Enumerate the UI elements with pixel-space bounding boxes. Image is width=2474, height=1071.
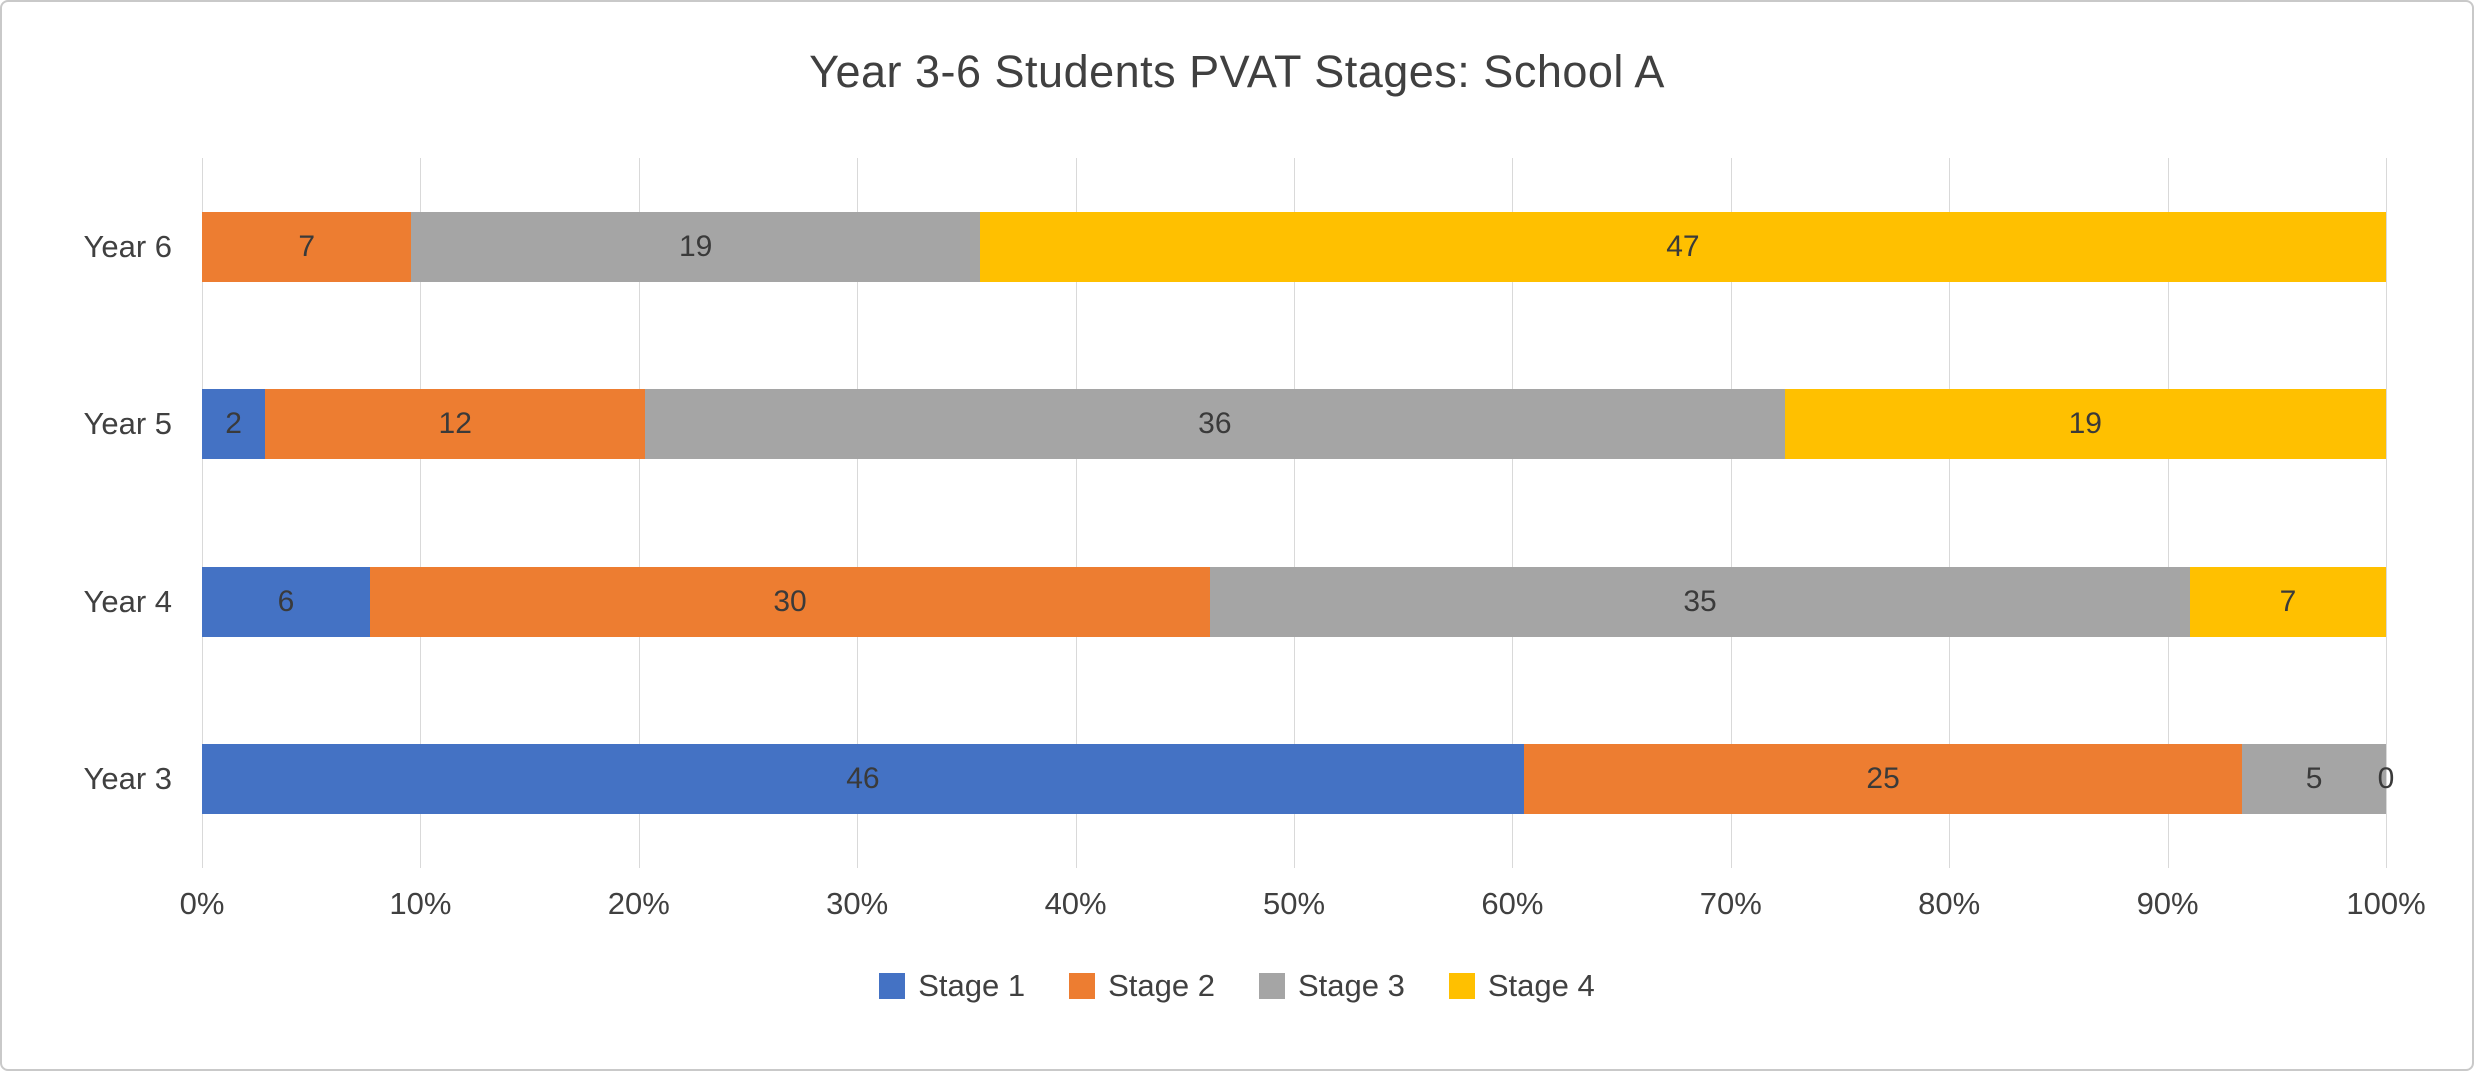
legend-label: Stage 2 [1108,968,1215,1003]
bar-row: 071947 [202,158,2386,336]
gridline [1949,158,1951,868]
gridline [2167,158,2169,868]
bar-segment-stage-1: 46 [202,744,1524,815]
data-label: 2 [225,407,242,441]
category-label: Year 3 [83,761,173,797]
chart-title: Year 3-6 Students PVAT Stages: School A [809,46,1665,97]
bar-segment-stage-4: 47 [979,211,2386,282]
bar-row: 2 12 36 19 [202,336,2386,514]
plot-wrap: 0 7 19 47 2 12 36 19 6 30 35 7 46 25 5 0 0% 10% 20% 30% 40%… [180,158,2426,942]
gridline [1075,158,1077,868]
x-tick-label: 30% [826,886,889,921]
gridline [638,158,640,868]
data-label: 7 [2279,584,2297,618]
legend-item: Stage 4 [1448,968,1595,1004]
bar-segment-stage-2: 7 [202,211,412,282]
x-tick-label: 40% [1044,886,1107,921]
x-tick-label: 10% [389,886,452,921]
legend-swatch [879,973,906,999]
stacked-bar: 2 12 36 19 [202,389,2386,460]
data-label: 25 [1866,762,1900,796]
legend-item: Stage 2 [1069,968,1215,1004]
bar-row: 46 25 5 0 [202,691,2394,869]
legend-label: Stage 4 [1487,968,1595,1003]
bar-segment-stage-2: 12 [265,389,646,460]
x-tick-label: 100% [2346,886,2426,921]
gridline [2386,158,2387,868]
gridline [1294,158,1295,868]
x-tick-label: 50% [1262,886,1326,921]
data-label: 46 [846,762,880,796]
bar-segment-stage-4: 7 [2190,566,2386,637]
x-tick-label: 20% [607,886,670,921]
data-label: 12 [438,407,472,441]
bar-segment-stage-4: 19 [1784,389,2386,460]
bar-segment-stage-3: 5 [2242,744,2386,815]
data-label: 7 [298,229,316,263]
chart-body: Year 6 Year 5 Year 4 Year 3 0 7 19 47 2 12 36 19 6 3… [2,158,2426,942]
bar-segment-stage-2: 25 [1523,744,2243,815]
legend-swatch [1259,973,1285,999]
gridline [1730,158,1732,868]
gridline [202,158,203,868]
gridline [857,158,859,868]
legend: Stage 1 Stage 2 Stage 3 Stage 4 [2,968,2472,1004]
gridline [1512,158,1514,868]
legend-label: Stage 3 [1298,968,1405,1003]
x-axis: 0% 10% 20% 30% 40% 50% 60% 70% 80% 90% 100% [180,868,2426,942]
gridline [420,158,422,868]
data-label: 47 [1666,229,1700,263]
data-label: 6 [277,584,295,618]
x-tick-label: 0% [179,886,225,921]
category-label: Year 6 [83,228,173,264]
bar-segment-stage-1: 2 [202,389,266,460]
y-axis: Year 6 Year 5 Year 4 Year 3 [2,158,202,868]
plot-rows: 0 7 19 47 2 12 36 19 6 30 35 7 46 25 5 0 [202,158,2394,869]
x-tick-label: 70% [1699,886,1762,921]
data-label: 0 [2377,762,2395,796]
stacked-bar: 6 30 35 7 [202,566,2386,637]
legend-item: Stage 1 [879,968,1025,1004]
bar-row: 6 30 35 7 [202,513,2386,691]
x-tick-label: 80% [1918,886,1981,921]
legend-item: Stage 3 [1259,968,1405,1004]
legend-swatch [1448,973,1475,999]
data-label: 35 [1683,584,1717,618]
stacked-bar: 071947 [202,211,2386,282]
data-label: 30 [773,584,807,618]
legend-label: Stage 1 [918,968,1026,1003]
x-tick-label: 90% [2136,886,2199,921]
bar-segment-stage-3: 36 [645,389,1785,460]
bar-segment-stage-2: 30 [370,566,1210,637]
stacked-bar: 46 25 5 0 [202,744,2394,815]
data-label: 19 [2068,407,2102,441]
category-label: Year 4 [83,583,173,619]
plot-area: 0 7 19 47 2 12 36 19 6 30 35 7 46 25 5 0 [202,158,2394,869]
bar-segment-stage-3: 19 [411,211,980,282]
bar-segment-stage-1: 6 [202,566,370,637]
data-label: 19 [678,229,713,263]
data-label: 36 [1198,407,1232,441]
x-tick-label: 60% [1481,886,1544,921]
data-label: 5 [2305,762,2323,796]
gridlines [202,158,2387,868]
bar-segment-stage-3: 35 [1210,566,2190,637]
legend-swatch [1069,973,1096,999]
category-label: Year 5 [83,406,173,442]
